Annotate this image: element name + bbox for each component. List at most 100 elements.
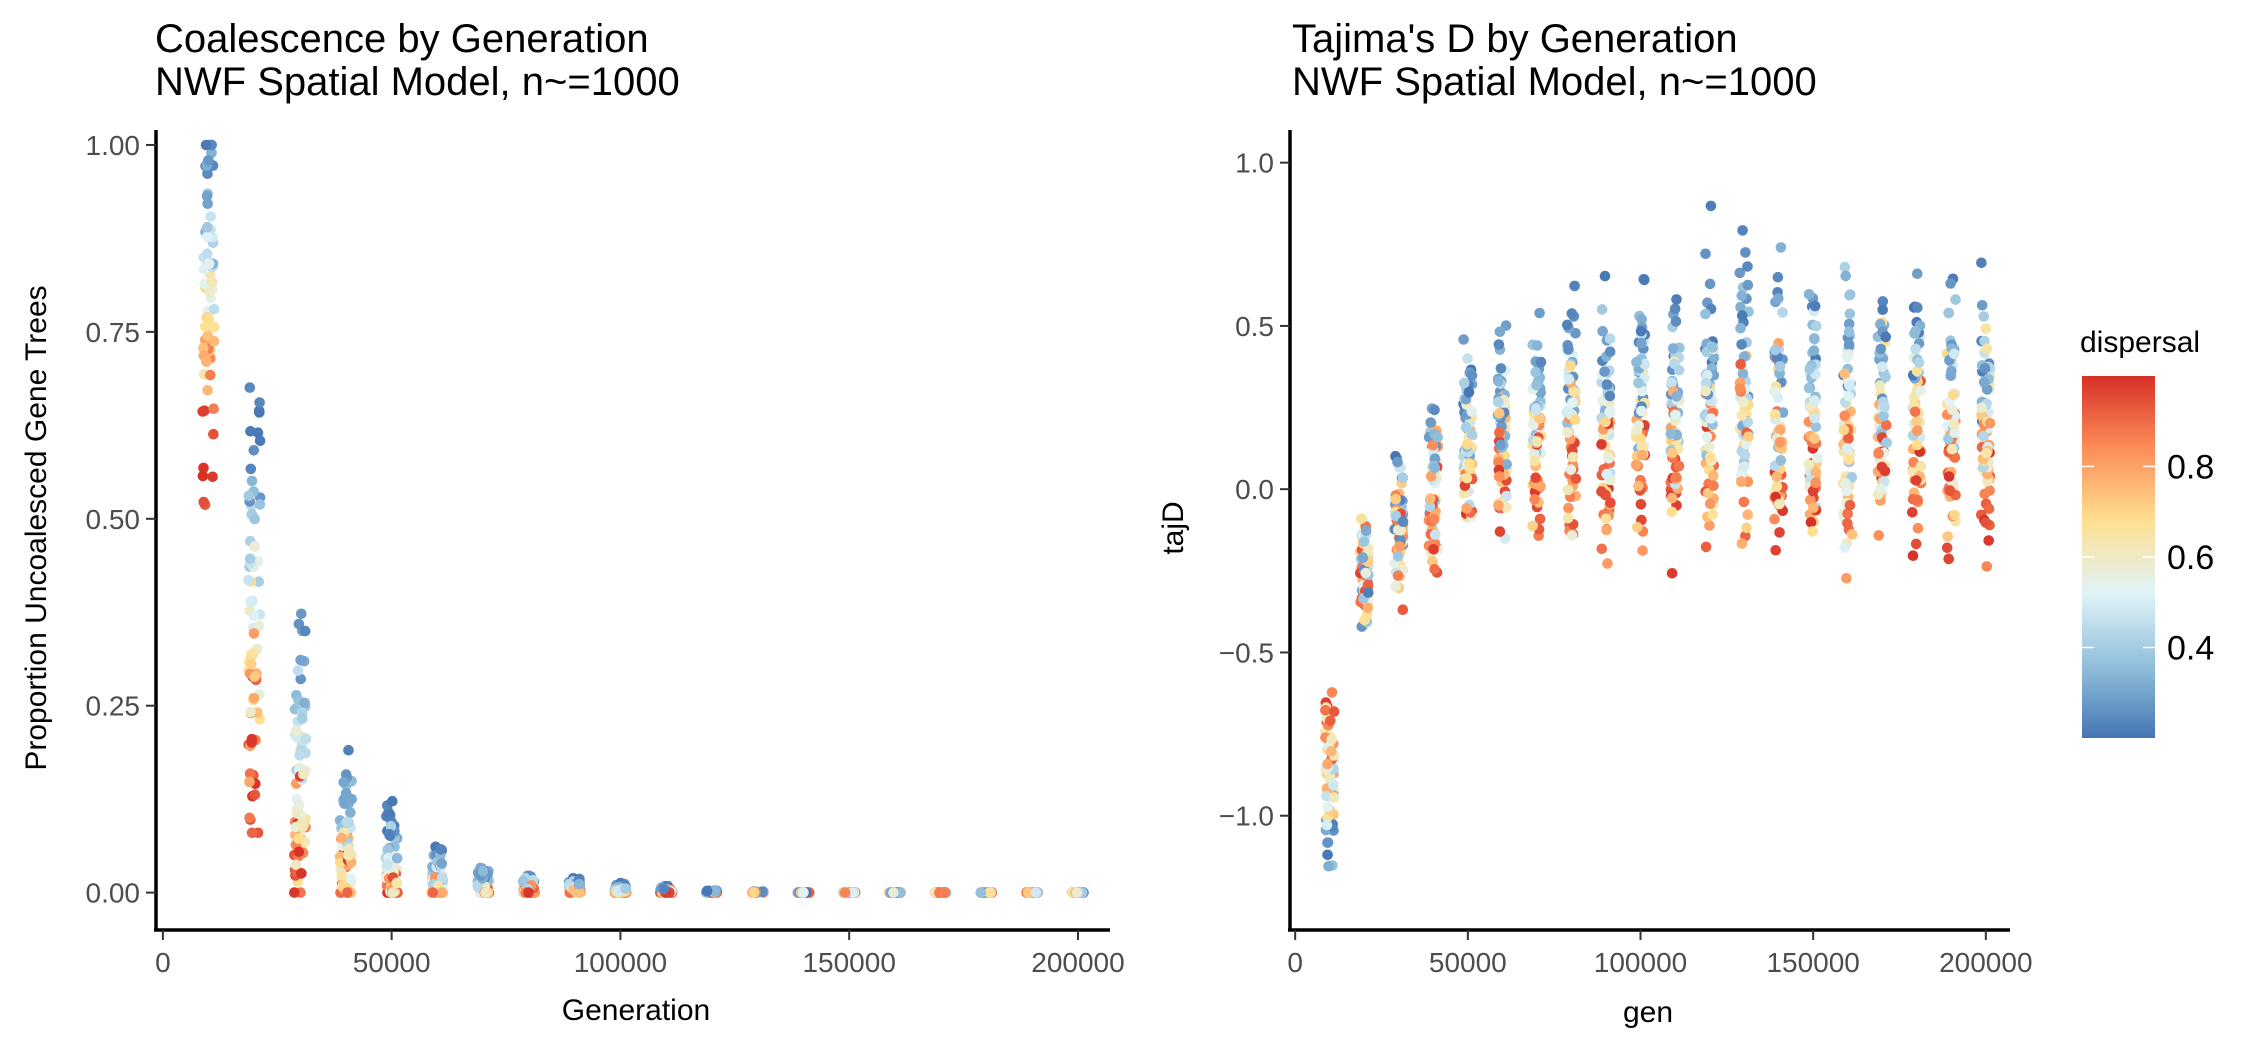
left-data-point <box>248 692 260 704</box>
left-data-point <box>246 475 258 487</box>
left-data-point <box>209 321 220 333</box>
left-data-point <box>295 673 307 685</box>
right-data-point <box>1769 386 1780 397</box>
right-data-point <box>1596 304 1608 315</box>
right-data-point <box>1842 518 1853 529</box>
right-data-point <box>1807 485 1819 497</box>
right-data-point <box>1599 270 1611 282</box>
right-data-point <box>1978 311 1990 322</box>
left-data-point <box>248 610 260 621</box>
right-data-point <box>1458 377 1470 389</box>
right-data-point <box>1494 326 1506 338</box>
right-data-point <box>1976 300 1988 311</box>
right-data-point <box>1461 438 1473 450</box>
right-data-point <box>1948 419 1960 430</box>
left-data-point <box>208 335 220 347</box>
right-data-point <box>1912 268 1923 280</box>
left-data-point <box>387 795 398 807</box>
left-x-tick-label: 0 <box>155 947 171 978</box>
left-data-point <box>346 793 358 805</box>
right-data-point <box>1803 382 1815 394</box>
right-data-point <box>1708 470 1719 481</box>
right-data-point <box>1563 502 1574 514</box>
right-data-point <box>1943 307 1955 319</box>
left-data-point <box>975 887 987 898</box>
right-data-point <box>1397 604 1409 615</box>
right-data-point <box>1740 247 1751 258</box>
right-data-point <box>1529 455 1540 467</box>
right-data-point <box>1604 406 1616 417</box>
right-data-point <box>1945 278 1956 289</box>
right-data-point <box>1363 587 1374 598</box>
right-data-point <box>1637 545 1648 556</box>
right-data-point <box>1534 513 1546 525</box>
right-data-point <box>1569 280 1580 292</box>
right-data-point <box>1805 517 1817 528</box>
right-data-point <box>1636 314 1647 325</box>
right-data-point <box>1701 369 1713 381</box>
right-data-point <box>1429 564 1440 575</box>
right-data-point <box>1874 380 1886 392</box>
right-data-point <box>1911 365 1923 377</box>
right-data-point <box>1493 375 1504 387</box>
right-data-point <box>1944 485 1956 496</box>
right-data-point <box>1839 261 1851 273</box>
left-data-point <box>293 833 305 845</box>
right-data-point <box>1943 433 1954 445</box>
right-data-point <box>1843 454 1854 465</box>
right-data-point <box>1532 340 1543 351</box>
right-data-point <box>1911 416 1922 428</box>
left-x-tick-label: 50000 <box>353 947 431 978</box>
right-data-point <box>1705 200 1717 212</box>
legend-title: dispersal <box>2080 326 2200 359</box>
right-data-point <box>1984 485 1995 496</box>
left-data-point <box>387 887 399 898</box>
left-y-tick-label: 0.25 <box>86 691 141 722</box>
right-data-point <box>1493 456 1504 468</box>
right-data-point <box>1601 524 1612 536</box>
right-data-point <box>1735 301 1746 313</box>
right-data-point <box>1774 361 1786 372</box>
right-data-point <box>1495 363 1507 374</box>
right-data-point <box>1666 506 1678 518</box>
left-data-point <box>201 248 213 259</box>
left-data-point <box>245 706 256 718</box>
right-data-point <box>1566 308 1578 319</box>
left-data-point <box>244 382 256 393</box>
left-data-point <box>839 887 851 898</box>
left-data-point <box>574 887 585 898</box>
right-data-point <box>1562 484 1574 496</box>
left-data-point <box>249 789 261 801</box>
right-data-point <box>1530 472 1541 484</box>
right-data-point <box>1948 348 1960 360</box>
right-data-point <box>1943 471 1955 482</box>
right-data-point <box>1461 503 1472 514</box>
right-data-point <box>1774 437 1786 448</box>
right-data-point <box>1597 326 1608 337</box>
right-data-point <box>1704 278 1716 290</box>
right-data-point <box>1673 460 1685 472</box>
right-data-point <box>1392 570 1404 581</box>
left-x-ticks: 0 50000 100000 150000 200000 <box>155 930 1125 978</box>
right-data-point <box>1570 473 1582 485</box>
right-data-point <box>1636 337 1647 349</box>
right-data-point <box>1635 325 1647 337</box>
right-data-point <box>1812 452 1823 464</box>
right-data-point <box>1701 431 1713 443</box>
right-data-point <box>1666 377 1677 389</box>
right-data-point <box>1390 510 1402 522</box>
right-x-tick-label: 0 <box>1287 947 1303 978</box>
left-data-point <box>201 231 213 243</box>
right-data-point <box>1326 745 1337 757</box>
right-data-point <box>1809 300 1821 312</box>
right-data-point <box>1878 410 1889 422</box>
right-data-point <box>1875 343 1887 355</box>
right-data-point <box>1907 550 1919 561</box>
right-y-tick-label: −1.0 <box>1219 801 1274 832</box>
left-data-point <box>244 553 256 565</box>
right-data-point <box>1494 427 1505 438</box>
right-data-point <box>1534 413 1545 424</box>
left-data-point <box>245 596 256 607</box>
right-data-point <box>1943 553 1954 565</box>
right-data-point <box>1941 542 1953 554</box>
